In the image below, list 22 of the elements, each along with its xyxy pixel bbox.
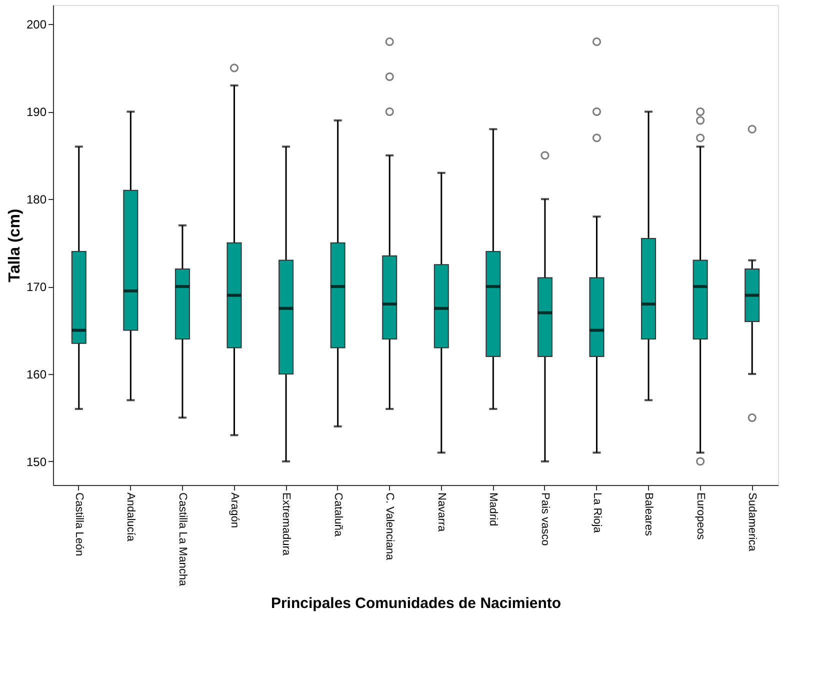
x-tick-label: C. Valenciana: [384, 492, 396, 562]
x-tick-label: Extremadura: [280, 492, 292, 556]
x-tick-label: Castilla La Mancha: [176, 492, 188, 587]
x-tick-label: Cataluña: [332, 492, 344, 538]
x-tick-label: Castilla León: [72, 492, 85, 556]
x-tick-label: Madrid: [487, 492, 500, 526]
y-tick-label: 190: [26, 105, 47, 120]
y-tick-label: 200: [26, 18, 47, 32]
y-axis-title: Talla (cm): [6, 208, 24, 282]
x-tick-label: Sudamerica: [746, 492, 758, 552]
y-tick-label: 180: [26, 192, 47, 207]
y-tick-label: 160: [26, 367, 47, 382]
x-tick-label: Aragón: [228, 492, 240, 528]
x-tick-label: Andalucía: [124, 492, 137, 542]
x-tick-label: La Rioja: [590, 492, 603, 534]
x-tick-label: Europeos: [694, 492, 706, 540]
x-tick-label: Baleares: [642, 492, 655, 536]
x-axis-title: Principales Comunidades de Nacimiento: [270, 595, 562, 612]
y-tick-label: 170: [26, 280, 47, 294]
x-tick-label: Navarra: [435, 492, 448, 533]
x-tick-label: Pais vasco: [538, 492, 551, 546]
y-tick-label: 150: [26, 454, 47, 469]
